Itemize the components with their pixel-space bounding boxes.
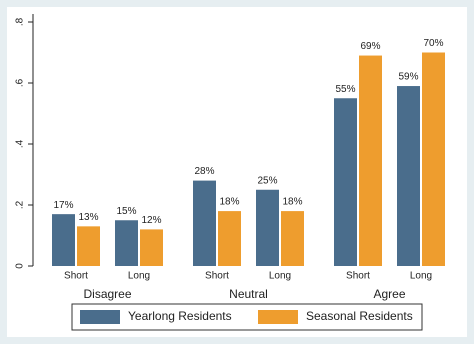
bar <box>256 189 279 266</box>
y-tick-label: .6 <box>15 78 26 87</box>
value-label: 12% <box>141 215 161 226</box>
value-label: 69% <box>360 41 380 52</box>
bar <box>218 211 241 266</box>
x-tick-label: Short <box>64 271 88 282</box>
x-tick-label: Short <box>205 271 229 282</box>
bar <box>140 229 163 266</box>
bar <box>397 86 420 266</box>
legend-box <box>71 303 423 331</box>
bar <box>193 180 216 266</box>
group-label: Disagree <box>83 287 131 301</box>
bar <box>334 98 357 266</box>
legend-swatch <box>80 310 120 324</box>
value-label: 17% <box>53 200 73 211</box>
bar <box>77 226 100 266</box>
legend-swatch <box>258 310 298 324</box>
bar <box>359 55 382 266</box>
value-label: 59% <box>398 72 418 83</box>
x-tick-label: Long <box>410 271 432 282</box>
legend-label: Yearlong Residents <box>128 309 232 323</box>
bar <box>422 52 445 266</box>
group-label: Neutral <box>229 287 268 301</box>
legend-label: Seasonal Residents <box>306 309 413 323</box>
y-tick-label: 0 <box>15 263 26 269</box>
value-label: 25% <box>257 175 277 186</box>
group-label: Agree <box>373 287 405 301</box>
x-tick-label: Short <box>346 271 370 282</box>
value-label: 70% <box>423 38 443 49</box>
bar <box>115 220 138 266</box>
y-tick-label: .8 <box>15 17 26 26</box>
bar <box>52 214 75 266</box>
bar <box>281 211 304 266</box>
x-tick-label: Long <box>128 271 150 282</box>
plot-region <box>7 7 467 337</box>
value-label: 15% <box>116 206 136 217</box>
value-label: 28% <box>194 166 214 177</box>
x-tick-label: Long <box>269 271 291 282</box>
value-label: 55% <box>335 84 355 95</box>
y-tick-label: .2 <box>15 200 26 209</box>
y-tick-label: .4 <box>15 139 26 148</box>
value-label: 13% <box>78 212 98 223</box>
value-label: 18% <box>219 197 239 208</box>
value-label: 18% <box>282 197 302 208</box>
